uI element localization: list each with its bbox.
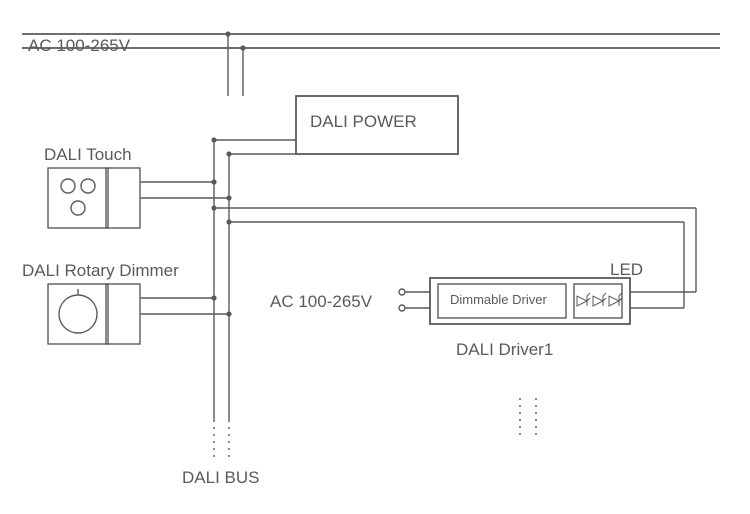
label-dali-bus: DALI BUS	[182, 468, 259, 488]
label-ac-driver: AC 100-265V	[270, 292, 372, 312]
label-dali-touch: DALI Touch	[44, 145, 132, 165]
label-ac-main: AC 100-265V	[28, 36, 130, 56]
label-dimmable-driver: Dimmable Driver	[450, 292, 547, 307]
label-dali-rotary: DALI Rotary Dimmer	[22, 261, 179, 281]
label-dali-power: DALI POWER	[310, 112, 417, 132]
wiring-diagram	[0, 0, 750, 514]
label-dali-driver1: DALI Driver1	[456, 340, 553, 360]
label-led: LED	[610, 260, 643, 280]
